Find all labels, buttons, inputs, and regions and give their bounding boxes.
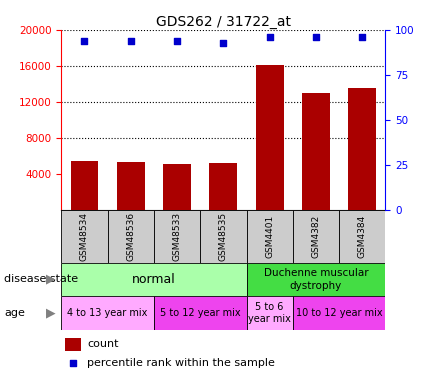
Text: disease state: disease state [4,274,78,284]
Point [81,38,88,44]
Bar [293,296,385,330]
Point [359,34,366,40]
Bar [61,210,108,262]
Text: percentile rank within the sample: percentile rank within the sample [87,358,275,368]
Text: GSM4401: GSM4401 [265,214,274,258]
Point [312,34,319,40]
Text: count: count [87,339,119,349]
Bar [247,296,293,330]
Bar [64,338,81,351]
Text: 10 to 12 year mix: 10 to 12 year mix [296,308,382,318]
Text: age: age [4,308,25,318]
Text: GSM48536: GSM48536 [126,211,135,261]
Bar [117,162,145,210]
Bar [108,210,154,262]
Bar [209,163,237,210]
Point [220,40,227,46]
Text: Duchenne muscular
dystrophy: Duchenne muscular dystrophy [264,268,368,291]
Bar [154,210,200,262]
Text: 5 to 6
year mix: 5 to 6 year mix [248,302,291,324]
Text: GSM48533: GSM48533 [173,211,182,261]
Bar [61,296,154,330]
Point [266,34,273,40]
Bar [247,210,293,262]
Point [127,38,134,44]
Bar [293,210,339,262]
Bar [348,88,376,210]
Bar [154,296,247,330]
Bar [247,262,385,296]
Text: GSM4382: GSM4382 [311,214,321,258]
Bar [302,93,330,210]
Title: GDS262 / 31722_at: GDS262 / 31722_at [156,15,291,29]
Bar [200,210,247,262]
Point [173,38,180,44]
Bar [71,160,99,210]
Text: ▶: ▶ [46,307,55,320]
Point [69,360,76,366]
Text: GSM4384: GSM4384 [358,214,367,258]
Bar [256,65,283,210]
Text: normal: normal [132,273,176,286]
Text: GSM48534: GSM48534 [80,212,89,261]
Bar [61,262,247,296]
Bar [163,164,191,210]
Text: 5 to 12 year mix: 5 to 12 year mix [160,308,240,318]
Text: 4 to 13 year mix: 4 to 13 year mix [67,308,148,318]
Text: ▶: ▶ [46,273,55,286]
Bar [339,210,385,262]
Text: GSM48535: GSM48535 [219,211,228,261]
